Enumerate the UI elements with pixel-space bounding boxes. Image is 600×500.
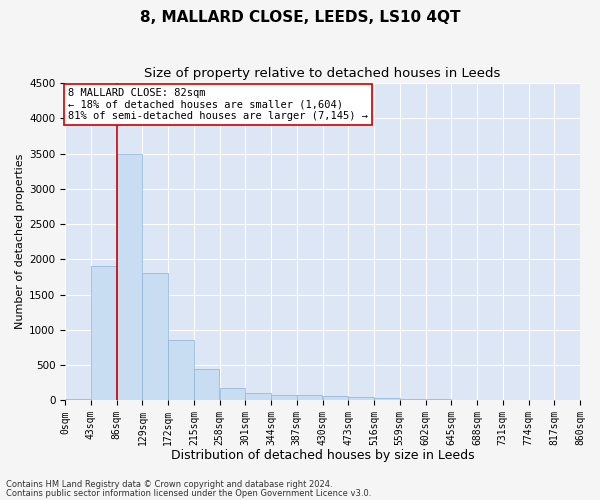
X-axis label: Distribution of detached houses by size in Leeds: Distribution of detached houses by size … [171, 450, 475, 462]
Bar [168, 340, 194, 400]
Title: Size of property relative to detached houses in Leeds: Size of property relative to detached ho… [145, 68, 501, 80]
Bar [323, 396, 348, 400]
Bar [245, 394, 271, 400]
Bar [91, 266, 116, 400]
Bar [220, 388, 245, 400]
Text: Contains public sector information licensed under the Open Government Licence v3: Contains public sector information licen… [6, 488, 371, 498]
Bar [117, 154, 142, 400]
Bar [374, 398, 400, 400]
Bar [349, 397, 374, 400]
Bar [194, 368, 220, 400]
Bar [65, 398, 91, 400]
Y-axis label: Number of detached properties: Number of detached properties [15, 154, 25, 330]
Text: 8 MALLARD CLOSE: 82sqm
← 18% of detached houses are smaller (1,604)
81% of semi-: 8 MALLARD CLOSE: 82sqm ← 18% of detached… [68, 88, 368, 121]
Text: Contains HM Land Registry data © Crown copyright and database right 2024.: Contains HM Land Registry data © Crown c… [6, 480, 332, 489]
Bar [400, 399, 425, 400]
Bar [142, 274, 168, 400]
Bar [297, 395, 322, 400]
Bar [271, 394, 296, 400]
Text: 8, MALLARD CLOSE, LEEDS, LS10 4QT: 8, MALLARD CLOSE, LEEDS, LS10 4QT [140, 10, 460, 25]
